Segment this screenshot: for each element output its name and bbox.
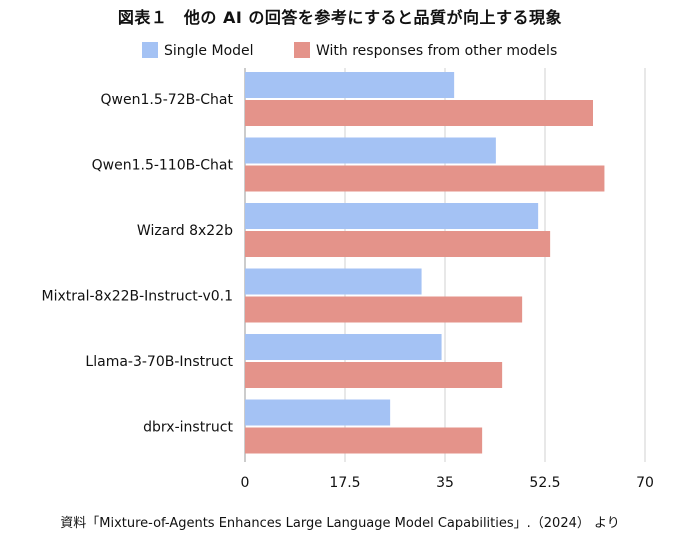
category-label: Qwen1.5-72B-Chat [101, 92, 234, 108]
legend-swatch-with-responses [294, 42, 310, 58]
gridlines [244, 68, 646, 462]
chart-title: 図表１ 他の AI の回答を参考にすると品質が向上する現象 [117, 8, 563, 27]
bar-with-responses-0 [245, 100, 593, 126]
category-label: Wizard 8x22b [137, 223, 233, 239]
bar-with-responses-1 [245, 165, 605, 192]
source-citation: 資料「Mixture-of-Agents Enhances Large Lang… [60, 516, 620, 531]
bar-with-responses-3 [245, 296, 523, 323]
x-tick-label: 52.5 [529, 475, 560, 491]
legend: Single Model With responses from other m… [142, 42, 557, 59]
bar-single-model-4 [245, 334, 442, 360]
bar-single-model-3 [245, 268, 422, 295]
category-label: Llama-3-70B-Instruct [85, 354, 233, 370]
bar-single-model-0 [245, 72, 455, 98]
x-tick-label: 0 [241, 475, 250, 491]
bar-single-model-5 [245, 399, 391, 426]
bar-with-responses-5 [245, 427, 483, 454]
legend-swatch-single-model [142, 42, 158, 58]
x-tick-label: 35 [436, 475, 454, 491]
bar-with-responses-2 [245, 231, 551, 257]
bar-single-model-1 [245, 137, 496, 164]
category-labels: Qwen1.5-72B-Chat Qwen1.5-110B-Chat Wizard … [41, 92, 233, 436]
category-label: dbrx-instruct [143, 420, 233, 436]
x-tick-label: 70 [636, 475, 654, 491]
bar-single-model-2 [245, 203, 539, 229]
legend-label-single-model: Single Model [164, 43, 254, 59]
x-tick-label: 17.5 [329, 475, 360, 491]
bar-with-responses-4 [245, 362, 503, 388]
bars [245, 72, 605, 454]
category-label: Mixtral-8x22B-Instruct-v0.1 [41, 289, 233, 305]
x-tick-labels: 0 17.5 35 52.5 70 [241, 475, 654, 491]
legend-label-with-responses: With responses from other models [316, 43, 557, 59]
category-label: Qwen1.5-110B-Chat [92, 158, 234, 174]
